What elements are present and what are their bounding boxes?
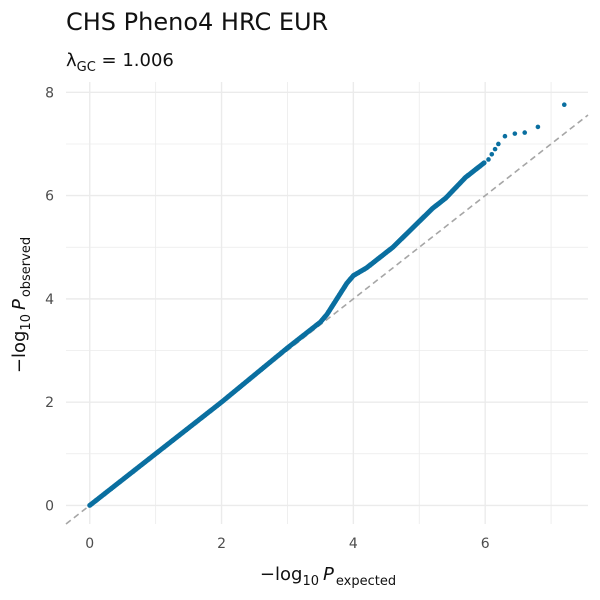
data-point bbox=[502, 133, 508, 139]
x-tick-label: 2 bbox=[217, 536, 226, 552]
x-tick-label: 6 bbox=[481, 536, 490, 552]
data-point bbox=[561, 102, 567, 108]
data-point bbox=[481, 160, 487, 166]
y-tick-label: 4 bbox=[45, 292, 54, 308]
grid-minor bbox=[66, 82, 588, 524]
grid-major bbox=[66, 82, 588, 524]
x-axis-var: P bbox=[323, 564, 334, 585]
data-point bbox=[492, 146, 498, 152]
data-point bbox=[522, 130, 528, 135]
data-point bbox=[496, 141, 501, 147]
x-tick-label: 4 bbox=[349, 536, 358, 552]
x-tick-labels: 0 2 4 6 bbox=[85, 536, 489, 552]
y-axis-var: P bbox=[9, 299, 30, 310]
y-axis-prefix: −log bbox=[9, 331, 30, 374]
y-tick-label: 2 bbox=[45, 395, 54, 411]
data-point bbox=[512, 131, 518, 136]
data-point bbox=[489, 151, 495, 157]
y-axis-subscript: observed bbox=[19, 237, 34, 297]
y-axis-title: −log10 Pobserved bbox=[9, 237, 34, 373]
data-point bbox=[486, 157, 491, 162]
lambda-symbol: λ bbox=[66, 50, 77, 71]
lambda-subscript: GC bbox=[77, 60, 96, 75]
chart-title: CHS Pheno4 HRC EUR bbox=[66, 8, 328, 36]
x-tick-label: 0 bbox=[85, 536, 94, 552]
y-tick-label: 0 bbox=[45, 498, 54, 514]
data-point bbox=[535, 124, 541, 130]
y-tick-labels: 0 2 4 6 8 bbox=[45, 85, 54, 514]
x-axis-base: 10 bbox=[302, 574, 319, 589]
x-axis-prefix: −log bbox=[260, 564, 303, 585]
chart-subtitle: λGC = 1.006 bbox=[66, 50, 174, 75]
y-axis-base: 10 bbox=[19, 314, 34, 331]
x-axis-subscript: expected bbox=[336, 574, 396, 589]
data-points bbox=[87, 102, 567, 508]
y-tick-label: 8 bbox=[45, 85, 54, 101]
lambda-value: = 1.006 bbox=[96, 50, 174, 71]
y-tick-label: 6 bbox=[45, 189, 54, 205]
